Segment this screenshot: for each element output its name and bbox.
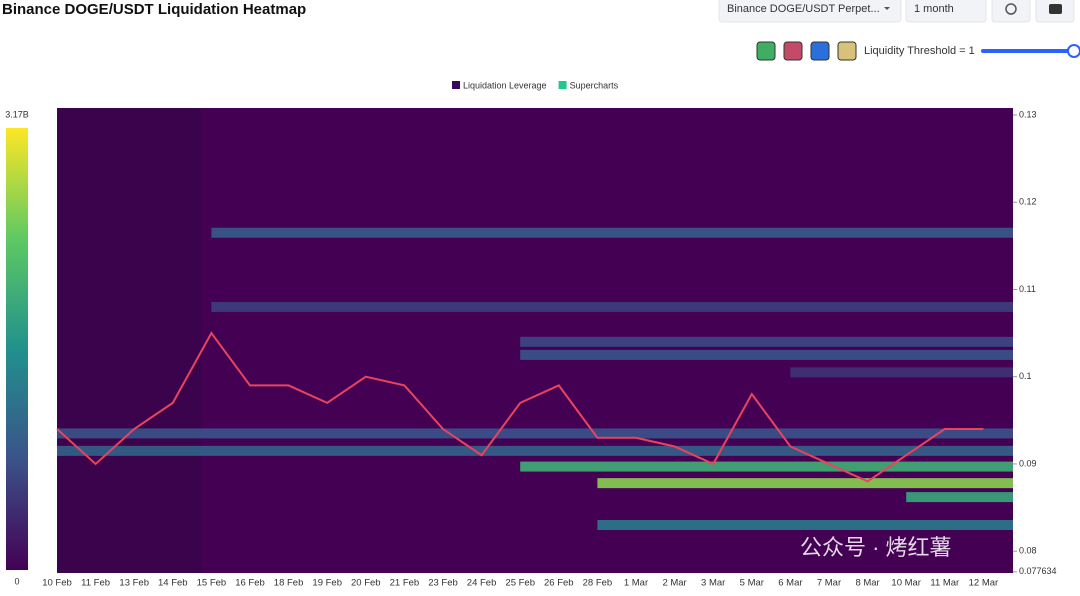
liquidation-band xyxy=(57,445,1013,456)
legend-label: Liquidation Leverage xyxy=(463,80,547,90)
y-tick-label: 0.1 xyxy=(1019,371,1032,381)
x-tick-label: 26 Feb xyxy=(544,578,574,589)
liquidation-band xyxy=(211,301,1013,312)
colorbar-label: 3.17B xyxy=(5,109,29,119)
x-tick-label: 10 Feb xyxy=(42,578,72,589)
x-tick-label: 6 Mar xyxy=(778,578,802,589)
palette-blue[interactable] xyxy=(810,41,830,61)
x-tick-label: 2 Mar xyxy=(662,578,686,589)
y-tick-label: 0.077634 xyxy=(1019,566,1057,576)
x-tick-label: 7 Mar xyxy=(817,578,841,589)
x-tick-label: 18 Feb xyxy=(274,578,304,589)
palette-red[interactable] xyxy=(783,41,803,61)
colorbar-label: 0 xyxy=(14,576,19,586)
liquidation-band xyxy=(57,428,1013,439)
palette-viridis[interactable] xyxy=(756,41,776,61)
x-tick-label: 15 Feb xyxy=(197,578,227,589)
liquidation-band xyxy=(520,461,1013,472)
range-label: 1 month xyxy=(914,3,954,15)
x-tick-label: 24 Feb xyxy=(467,578,497,589)
x-tick-label: 14 Feb xyxy=(158,578,188,589)
liquidation-band xyxy=(790,367,1013,378)
y-tick-label: 0.08 xyxy=(1019,546,1037,556)
palette-gold[interactable] xyxy=(837,41,857,61)
x-tick-label: 1 Mar xyxy=(624,578,648,589)
pair-select[interactable] xyxy=(718,0,902,23)
x-tick-label: 28 Feb xyxy=(583,578,613,589)
range-select[interactable] xyxy=(905,0,987,23)
y-tick-label: 0.11 xyxy=(1019,284,1036,294)
legend-swatch xyxy=(558,81,567,89)
threshold-slider[interactable] xyxy=(981,49,1075,53)
camera-icon xyxy=(1049,4,1062,14)
x-tick-label: 11 Mar xyxy=(930,578,959,589)
legend-label: Supercharts xyxy=(570,80,619,90)
caret xyxy=(884,7,890,10)
x-tick-label: 12 Mar xyxy=(969,578,999,589)
y-tick-label: 0.13 xyxy=(1019,109,1037,119)
liquidation-band xyxy=(597,478,1013,489)
chart-title: Binance DOGE/USDT Liquidation Heatmap xyxy=(2,1,306,18)
liquidation-band xyxy=(520,336,1013,347)
price-line xyxy=(56,331,984,483)
watermark: 公众号 · 烤红薯 xyxy=(800,535,952,560)
x-tick-label: 5 Mar xyxy=(740,578,764,589)
liquidation-band xyxy=(597,520,1013,531)
slider-handle[interactable] xyxy=(1067,44,1080,58)
pair-label: Binance DOGE/USDT Perpet... xyxy=(727,3,880,15)
x-tick-label: 11 Feb xyxy=(81,578,110,589)
x-tick-label: 21 Feb xyxy=(390,578,420,589)
x-tick-label: 3 Mar xyxy=(701,578,725,589)
x-tick-label: 16 Feb xyxy=(235,578,265,589)
liquidation-band xyxy=(906,492,1013,503)
refresh-icon xyxy=(1005,3,1017,15)
liquidation-band xyxy=(520,349,1013,360)
refresh-button[interactable] xyxy=(991,0,1031,23)
y-tick-label: 0.12 xyxy=(1019,197,1037,207)
threshold-label: Liquidity Threshold = 1 xyxy=(864,45,975,57)
legend-swatch xyxy=(452,81,460,89)
x-tick-label: 19 Feb xyxy=(312,578,342,589)
x-tick-label: 10 Mar xyxy=(891,578,921,589)
x-tick-label: 20 Feb xyxy=(351,578,381,589)
heatmap-shade xyxy=(57,108,202,573)
colorbar xyxy=(6,128,28,570)
x-tick-label: 23 Feb xyxy=(428,578,458,589)
x-tick-label: 25 Feb xyxy=(505,578,535,589)
x-tick-label: 8 Mar xyxy=(855,578,879,589)
x-tick-label: 13 Feb xyxy=(119,578,149,589)
y-tick-label: 0.09 xyxy=(1019,458,1037,468)
liquidation-band xyxy=(211,227,1013,238)
